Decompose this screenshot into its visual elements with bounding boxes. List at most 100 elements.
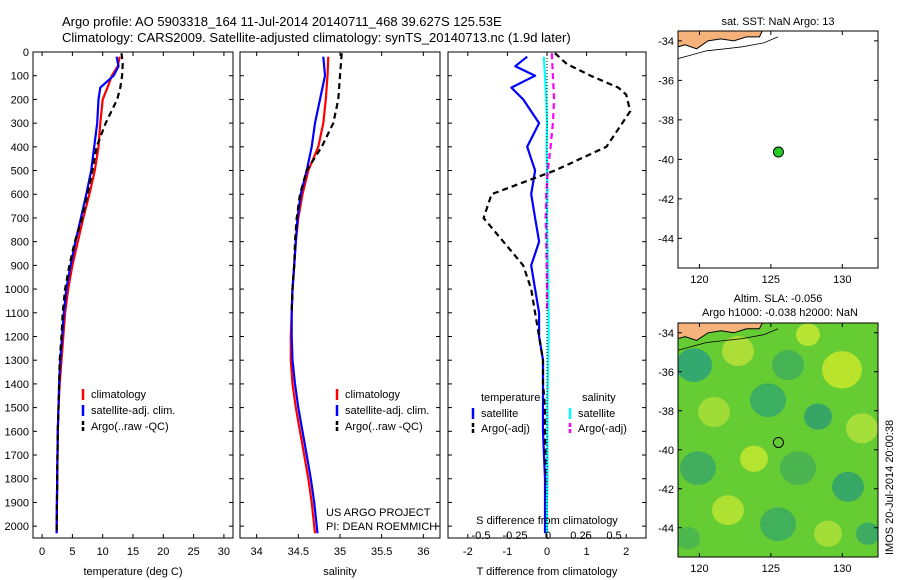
sla-anomaly-patch bbox=[796, 323, 820, 346]
sla-anomaly-patch bbox=[822, 351, 862, 389]
x-tick-label: 10 bbox=[97, 546, 109, 558]
y-tick-label: 1200 bbox=[5, 331, 29, 343]
series-line-argo-raw-qc- bbox=[55, 53, 124, 534]
sla-anomaly-patch bbox=[804, 403, 832, 430]
sla-anomaly-patch bbox=[832, 471, 864, 502]
latitude-tick-label: -44 bbox=[658, 523, 674, 535]
float-location-marker bbox=[772, 146, 784, 158]
bathymetry-contour bbox=[678, 328, 779, 351]
x-tick-label: 35.5 bbox=[371, 546, 392, 558]
latitude-tick-label: -40 bbox=[658, 154, 674, 166]
series-line-argo-raw-qc- bbox=[290, 53, 343, 313]
land-coastline bbox=[678, 323, 763, 342]
longitude-tick-label: 125 bbox=[762, 563, 780, 575]
latitude-tick-label: -42 bbox=[658, 194, 674, 206]
legend-label: Argo(..raw -QC) bbox=[345, 421, 423, 433]
x-tick-label: 0 bbox=[544, 546, 550, 558]
map-title-sst: sat. SST: NaN Argo: 13 bbox=[721, 16, 834, 28]
legend-label: satellite-adj. clim. bbox=[345, 405, 429, 417]
y-tick-label: 2000 bbox=[5, 521, 29, 533]
chart-title-line-1: Argo profile: AO 5903318_164 11-Jul-2014… bbox=[62, 14, 502, 29]
latitude-tick-label: -42 bbox=[658, 484, 674, 496]
map-title-sla: Altim. SLA: -0.056 bbox=[734, 293, 823, 305]
latitude-tick-label: -36 bbox=[658, 75, 674, 87]
legend-label: satellite bbox=[481, 408, 518, 420]
latitude-tick-label: -44 bbox=[658, 233, 674, 245]
sla-anomaly-patch bbox=[760, 507, 796, 542]
series-line-salinity-argo-adj- bbox=[544, 53, 556, 313]
sla-anomaly-patch bbox=[856, 522, 878, 545]
sla-anomaly-patch bbox=[846, 413, 878, 444]
panel-0-frame bbox=[32, 51, 234, 539]
latitude-tick-label: -38 bbox=[658, 115, 674, 127]
legend-group-title: salinity bbox=[582, 392, 616, 404]
map-title-steric: Argo h1000: -0.038 h2000: NaN bbox=[702, 307, 858, 319]
y-tick-label: 700 bbox=[11, 213, 29, 225]
y-tick-label: 0 bbox=[23, 47, 29, 59]
legend-label: climatology bbox=[91, 389, 147, 401]
x-tick-label: 20 bbox=[157, 546, 169, 558]
sla-anomaly-patch bbox=[814, 520, 842, 547]
sla-anomaly-patch bbox=[712, 495, 744, 526]
x-tick-label: 15 bbox=[127, 546, 139, 558]
legend-label: climatology bbox=[345, 389, 401, 401]
legend-group-title: temperature bbox=[481, 392, 540, 404]
map-frame bbox=[677, 30, 879, 269]
sla-anomaly-patch bbox=[680, 451, 716, 485]
y-tick-label: 1600 bbox=[5, 426, 29, 438]
series-line-temperature-satellite bbox=[510, 55, 547, 534]
sla-anomaly-patch bbox=[678, 348, 712, 382]
x-tick-label: 35 bbox=[334, 546, 346, 558]
longitude-tick-label: 130 bbox=[833, 563, 851, 575]
secondary-axis-label: S difference from climatology bbox=[476, 515, 618, 527]
y-tick-label: 400 bbox=[11, 142, 29, 154]
bathymetry-contour bbox=[678, 36, 779, 59]
longitude-tick-label: 120 bbox=[690, 563, 708, 575]
y-tick-label: 600 bbox=[11, 189, 29, 201]
x-tick-label: 34 bbox=[251, 546, 263, 558]
x-tick-label: 2 bbox=[623, 546, 629, 558]
latitude-tick-label: -40 bbox=[658, 445, 674, 457]
y-tick-label: 200 bbox=[11, 94, 29, 106]
y-tick-label: 1700 bbox=[5, 450, 29, 462]
secondary-axis-tick-label: -0.5 bbox=[472, 530, 491, 542]
sla-anomaly-patch bbox=[722, 336, 754, 367]
secondary-axis-tick-label: 0.5 bbox=[606, 530, 621, 542]
longitude-tick-label: 130 bbox=[833, 274, 851, 286]
land-coastline bbox=[678, 31, 763, 50]
sla-anomaly-patch bbox=[678, 527, 700, 550]
series-line-satellite-adj-clim- bbox=[290, 56, 327, 534]
sla-anomaly-patch bbox=[772, 350, 804, 381]
latitude-tick-label: -36 bbox=[658, 367, 674, 379]
x-tick-label: 5 bbox=[69, 546, 75, 558]
x-tick-label: 30 bbox=[218, 546, 230, 558]
x-tick-label: -1 bbox=[503, 546, 513, 558]
secondary-axis-tick-label: -0.25 bbox=[502, 530, 527, 542]
y-tick-label: 1000 bbox=[5, 284, 29, 296]
x-tick-label: 25 bbox=[187, 546, 199, 558]
sla-anomaly-patch bbox=[780, 451, 816, 485]
x-axis-label: T difference from climatology bbox=[477, 566, 618, 578]
x-axis-label: temperature (deg C) bbox=[83, 566, 182, 578]
y-tick-label: 100 bbox=[11, 71, 29, 83]
project-annotation: PI: DEAN ROEMMICH bbox=[326, 521, 437, 533]
secondary-axis-tick-label: 0.25 bbox=[570, 530, 591, 542]
y-tick-label: 300 bbox=[11, 118, 29, 130]
latitude-tick-label: -34 bbox=[658, 328, 674, 340]
latitude-tick-label: -34 bbox=[658, 36, 674, 48]
sla-anomaly-patch bbox=[740, 445, 768, 472]
legend-label: Argo(..raw -QC) bbox=[91, 421, 169, 433]
x-tick-label: 0 bbox=[39, 546, 45, 558]
latitude-tick-label: -38 bbox=[658, 406, 674, 418]
y-tick-label: 800 bbox=[11, 237, 29, 249]
y-tick-label: 1800 bbox=[5, 474, 29, 486]
legend-label: satellite-adj. clim. bbox=[91, 405, 175, 417]
x-axis-label: salinity bbox=[323, 566, 357, 578]
legend-label: Argo(-adj) bbox=[481, 423, 530, 435]
legend-label: satellite bbox=[578, 408, 615, 420]
map-content-group bbox=[678, 323, 878, 557]
x-tick-label: 1 bbox=[584, 546, 590, 558]
series-line-temperature-argo-adj- bbox=[482, 52, 632, 534]
y-tick-label: 1300 bbox=[5, 355, 29, 367]
